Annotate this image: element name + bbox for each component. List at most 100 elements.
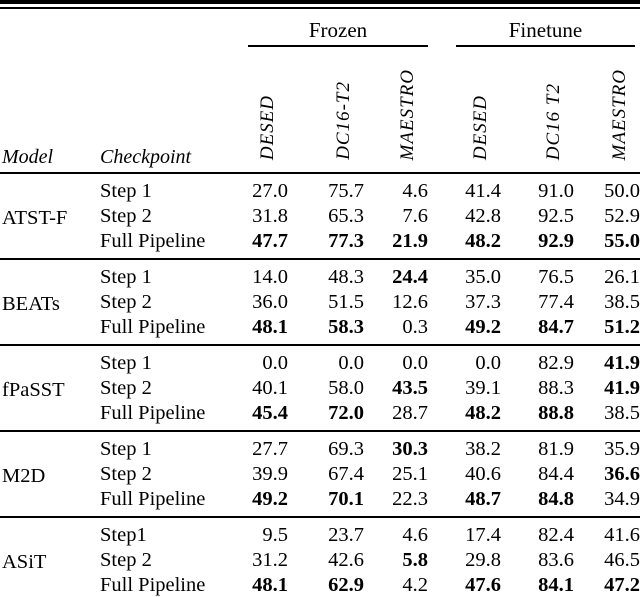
value-cell: 17.4 [465, 524, 501, 546]
value-cell: 40.6 [465, 463, 501, 485]
value-cell: 47.7 [252, 230, 288, 252]
model-group: BEATs Step 1 14.0 48.3 24.4 35.0 76.5 26.1 Step … [0, 259, 640, 345]
value-cell: 4.6 [402, 524, 428, 546]
value-cell: 55.0 [604, 230, 640, 252]
value-cell: 36.6 [604, 463, 640, 485]
value-cell: 31.2 [252, 549, 288, 571]
value-cell: 41.6 [604, 524, 640, 546]
value-cell: 48.1 [252, 316, 288, 338]
column-group-frozen: Frozen [240, 9, 428, 47]
value-cell: 52.9 [604, 205, 640, 227]
value-cell: 48.2 [465, 230, 501, 252]
value-cell: 38.2 [465, 438, 501, 460]
value-cell: 92.9 [538, 230, 574, 252]
table-row: Full Pipeline 48.1 58.3 0.3 49.2 84.7 51.2 [0, 315, 640, 345]
checkpoint-cell: Full Pipeline [100, 316, 206, 338]
table-row: ASiT Step1 9.5 23.7 4.6 17.4 82.4 41.6 [0, 517, 640, 573]
value-cell: 30.3 [392, 438, 428, 460]
dataset-header-frozen-dc16-t2: DC16-T2 [288, 47, 364, 173]
checkpoint-cell: Step1 [100, 524, 147, 546]
table-row: Step 2 39.9 67.4 25.1 40.6 84.4 36.6 [0, 462, 640, 487]
value-cell: 35.9 [604, 438, 640, 460]
value-cell: 7.6 [402, 205, 428, 227]
dataset-header-finetune-dc16-t2: DC16 T2 [501, 47, 574, 173]
value-cell: 50.0 [604, 180, 640, 202]
results-table: Frozen Finetune Model Checkpoint DESED [0, 9, 640, 597]
value-cell: 0.0 [262, 352, 288, 374]
value-cell: 23.7 [328, 524, 364, 546]
checkpoint-header-label: Checkpoint [100, 146, 192, 168]
value-cell: 0.0 [475, 352, 501, 374]
value-cell: 42.6 [328, 549, 364, 571]
value-cell: 38.5 [604, 402, 640, 424]
value-cell: 4.6 [402, 180, 428, 202]
checkpoint-cell: Full Pipeline [100, 230, 206, 252]
value-cell: 47.6 [465, 574, 501, 596]
model-header-label: Model [2, 146, 54, 168]
value-cell: 0.0 [338, 352, 364, 374]
checkpoint-cell: Step 1 [100, 266, 152, 288]
checkpoint-cell: Full Pipeline [100, 488, 206, 510]
value-cell: 58.0 [328, 377, 364, 399]
value-cell: 25.1 [392, 463, 428, 485]
value-cell: 5.8 [402, 549, 428, 571]
table-row: Full Pipeline 49.2 70.1 22.3 48.7 84.8 34.9 [0, 487, 640, 517]
model-group: ASiT Step1 9.5 23.7 4.6 17.4 82.4 41.6 Step 2 31.… [0, 517, 640, 597]
value-cell: 72.0 [328, 402, 364, 424]
checkpoint-cell: Step 2 [100, 549, 152, 571]
table-row: Full Pipeline 45.4 72.0 28.7 48.2 88.8 38.5 [0, 401, 640, 431]
value-cell: 48.7 [465, 488, 501, 510]
value-cell: 34.9 [604, 488, 640, 510]
value-cell: 0.3 [402, 316, 428, 338]
value-cell: 48.3 [328, 266, 364, 288]
value-cell: 22.3 [392, 488, 428, 510]
model-name-cell: fPaSST [2, 379, 65, 401]
value-cell: 82.4 [538, 524, 574, 546]
checkpoint-cell: Step 1 [100, 352, 152, 374]
value-cell: 39.1 [465, 377, 501, 399]
value-cell: 81.9 [538, 438, 574, 460]
value-cell: 48.1 [252, 574, 288, 596]
value-cell: 84.1 [538, 574, 574, 596]
checkpoint-cell: Full Pipeline [100, 402, 206, 424]
value-cell: 28.7 [392, 402, 428, 424]
checkpoint-cell: Step 2 [100, 377, 152, 399]
model-name-cell: BEATs [2, 293, 60, 315]
rotated-dataset-label: DC16 T2 [543, 82, 564, 160]
column-group-label: Finetune [508, 18, 583, 42]
model-name-cell: ASiT [2, 551, 47, 573]
column-group-label: Frozen [308, 18, 368, 42]
value-cell: 49.2 [252, 488, 288, 510]
frozen-underline: Frozen [248, 18, 428, 47]
value-cell: 62.9 [328, 574, 364, 596]
value-cell: 70.1 [328, 488, 364, 510]
model-group: ATST-F Step 1 27.0 75.7 4.6 41.4 91.0 50.0 Step … [0, 173, 640, 259]
table-row: BEATs Step 1 14.0 48.3 24.4 35.0 76.5 26.1 [0, 259, 640, 315]
value-cell: 35.0 [465, 266, 501, 288]
column-group-finetune: Finetune [428, 9, 640, 47]
value-cell: 88.3 [538, 377, 574, 399]
checkpoint-cell: Step 1 [100, 180, 152, 202]
value-cell: 24.4 [392, 266, 428, 288]
value-cell: 48.2 [465, 402, 501, 424]
value-cell: 77.4 [538, 291, 574, 313]
value-cell: 77.3 [328, 230, 364, 252]
model-name-cell: M2D [2, 465, 46, 487]
dataset-header-row: Model Checkpoint DESED DC16-T2 MAESTRO D… [0, 47, 640, 173]
dataset-header-frozen-maestro: MAESTRO [364, 47, 428, 173]
value-cell: 39.9 [252, 463, 288, 485]
value-cell: 91.0 [538, 180, 574, 202]
checkpoint-cell: Step 2 [100, 291, 152, 313]
value-cell: 27.0 [252, 180, 288, 202]
dataset-header-frozen-desed: DESED [240, 47, 288, 173]
value-cell: 51.2 [604, 316, 640, 338]
value-cell: 58.3 [328, 316, 364, 338]
value-cell: 42.8 [465, 205, 501, 227]
value-cell: 21.9 [392, 230, 428, 252]
table-row: Full Pipeline 47.7 77.3 21.9 48.2 92.9 55.0 [0, 229, 640, 259]
value-cell: 49.2 [465, 316, 501, 338]
value-cell: 29.8 [465, 549, 501, 571]
checkpoint-column-header: Checkpoint [95, 47, 240, 173]
group-header-spacer [0, 9, 240, 47]
